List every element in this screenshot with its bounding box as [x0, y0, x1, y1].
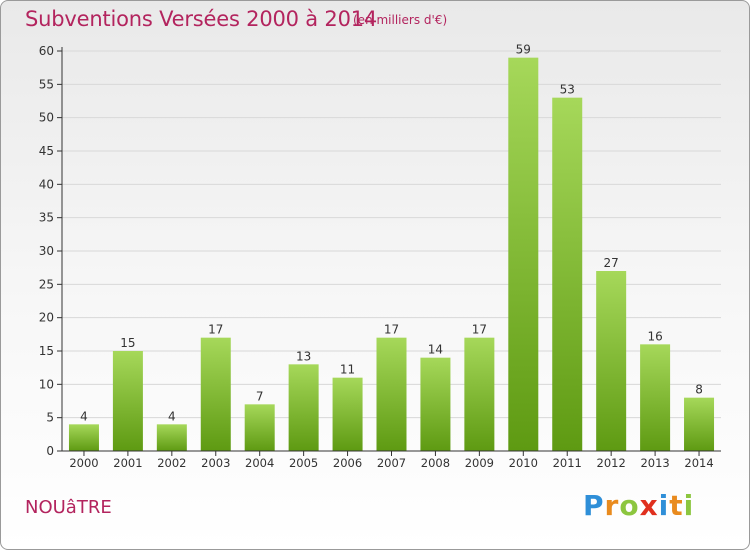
proxiti-logo[interactable]: Proxiti [583, 489, 694, 522]
bar [68, 424, 99, 451]
x-tick-label: 2005 [289, 456, 318, 470]
bar-value-label: 53 [560, 83, 575, 97]
y-tick-label: 50 [39, 111, 54, 125]
bar [288, 364, 319, 451]
y-tick-label: 40 [39, 177, 54, 191]
bar-value-label: 13 [296, 349, 311, 363]
bar-value-label: 7 [256, 389, 264, 403]
logo-letter: i [658, 489, 670, 522]
x-tick-label: 2004 [245, 456, 274, 470]
x-tick-label: 2002 [157, 456, 186, 470]
bar-value-label: 8 [695, 383, 703, 397]
x-tick-label: 2011 [553, 456, 582, 470]
bar-value-label: 59 [516, 43, 531, 57]
y-tick-label: 20 [39, 311, 54, 325]
bar [640, 344, 671, 451]
axis-layer: 0 5 10 15 20 25 30 35 40 45 50 55 60 2000 2001 2002 2003… [39, 44, 721, 470]
x-tick-label: 2003 [201, 456, 230, 470]
logo-letter: o [619, 489, 640, 522]
bar [508, 57, 539, 452]
bar-value-label: 14 [428, 343, 443, 357]
bar [464, 337, 495, 451]
bar [244, 404, 275, 451]
bar [200, 337, 231, 451]
x-tick-label: 2008 [421, 456, 450, 470]
bar-value-label: 17 [384, 323, 399, 337]
bar [596, 271, 627, 451]
bar [112, 351, 143, 451]
chart-subtitle: (en milliers d'€) [353, 13, 448, 27]
bar-layer: 4 15 4 17 7 13 11 17 14 17 59 53 27 16 8 [68, 43, 715, 452]
bar-value-label: 4 [168, 409, 176, 423]
x-tick-label: 2007 [377, 456, 406, 470]
chart-title: Subventions Versées 2000 à 2014 [25, 7, 378, 31]
y-tick-label: 25 [39, 277, 54, 291]
bar-value-label: 17 [208, 323, 223, 337]
y-tick-label: 5 [46, 411, 54, 425]
bar [684, 397, 715, 451]
place-name: NOUâTRE [25, 497, 112, 518]
x-tick-label: 2014 [684, 456, 713, 470]
logo-letter: r [604, 489, 620, 522]
y-tick-label: 45 [39, 144, 54, 158]
y-tick-label: 55 [39, 77, 54, 91]
bar [376, 337, 407, 451]
bar [552, 97, 583, 452]
y-tick-label: 0 [46, 444, 54, 458]
x-tick-label: 2000 [69, 456, 98, 470]
bar-value-label: 11 [340, 363, 355, 377]
y-tick-label: 30 [39, 244, 54, 258]
x-tick-label: 2012 [597, 456, 626, 470]
x-tick-label: 2006 [333, 456, 362, 470]
x-tick-label: 2013 [640, 456, 669, 470]
bar [332, 377, 363, 451]
x-tick-label: 2010 [509, 456, 538, 470]
y-tick-label: 60 [39, 44, 54, 58]
bar-value-label: 17 [472, 323, 487, 337]
bar-value-label: 16 [647, 329, 662, 343]
x-tick-label: 2009 [465, 456, 494, 470]
y-tick-label: 35 [39, 211, 54, 225]
bar-value-label: 27 [604, 256, 619, 270]
logo-letter: x [639, 489, 659, 522]
bar-value-label: 4 [80, 409, 88, 423]
y-tick-label: 10 [39, 377, 54, 391]
logo-letter: P [583, 489, 605, 522]
bar-value-label: 15 [120, 336, 135, 350]
logo-letter: t [669, 489, 684, 522]
y-tick-label: 15 [39, 344, 54, 358]
logo-letter: i [683, 489, 695, 522]
bar [420, 357, 451, 451]
x-tick-label: 2001 [113, 456, 142, 470]
bar [156, 424, 187, 451]
